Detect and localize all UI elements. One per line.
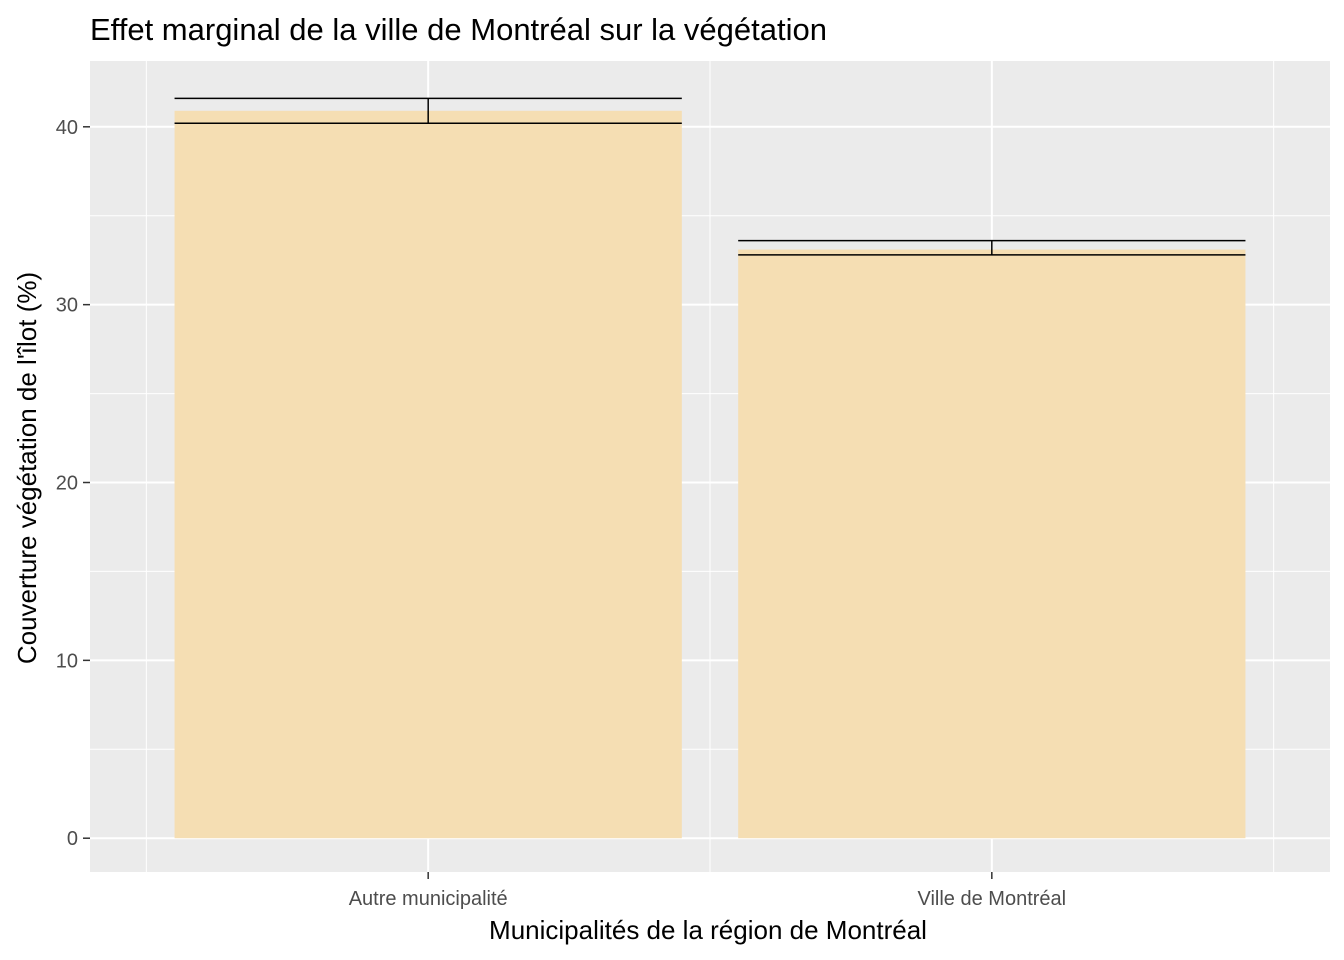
bars	[174, 110, 1246, 839]
y-tick-label: 0	[67, 828, 78, 850]
x-axis-title: Municipalités de la région de Montréal	[489, 915, 927, 945]
y-tick-label: 40	[56, 117, 78, 139]
y-axis: 0 10 20 30 40	[56, 117, 90, 850]
y-tick-label: 30	[56, 295, 78, 317]
y-tick-label: 20	[56, 473, 78, 495]
x-axis: Autre municipalité Ville de Montréal	[349, 872, 1066, 910]
bar-1	[174, 110, 682, 839]
error-bars	[174, 97, 1246, 256]
y-axis-title: Couverture végétation de l'îlot (%)	[12, 272, 42, 664]
x-tick-label: Ville de Montréal	[918, 888, 1067, 910]
bar-2	[738, 249, 1246, 839]
chart-title: Effet marginal de la ville de Montréal s…	[90, 12, 827, 47]
y-tick-label: 10	[56, 650, 78, 672]
x-tick-label: Autre municipalité	[349, 888, 508, 910]
